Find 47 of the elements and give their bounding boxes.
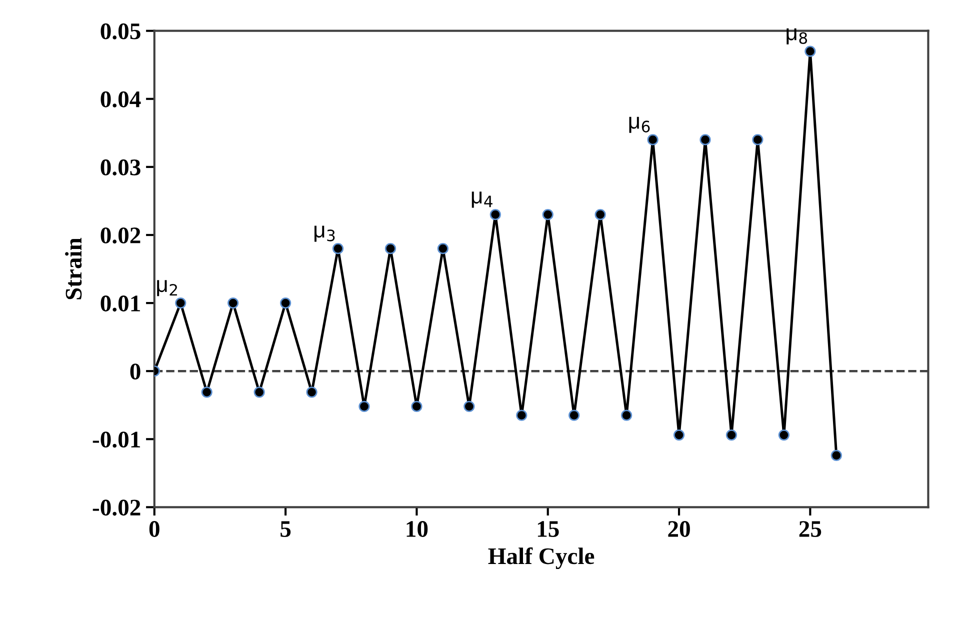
point bbox=[280, 297, 292, 309]
y-tick-label: 0 bbox=[130, 364, 140, 380]
y-tick-label: -0.01 bbox=[92, 432, 140, 448]
point bbox=[490, 209, 501, 220]
annotation: μ$_{2}$ bbox=[157, 280, 177, 296]
y-tick-label: 0.03 bbox=[100, 159, 140, 176]
point bbox=[594, 209, 606, 220]
y-tick-label: -0.02 bbox=[92, 500, 140, 516]
annotation: μ$_{4}$ bbox=[472, 192, 492, 208]
point bbox=[437, 243, 448, 254]
annotation: μ$_{3}$ bbox=[314, 226, 335, 242]
x-tick-label: 10 bbox=[406, 521, 428, 537]
x-tick-label: 20 bbox=[668, 521, 690, 537]
y-tick-label: 0.01 bbox=[100, 296, 140, 312]
y-tick-label: 0.05 bbox=[100, 23, 140, 40]
point bbox=[464, 400, 475, 412]
annotation: μ$_{6}$ bbox=[629, 116, 650, 133]
point bbox=[542, 209, 554, 220]
point bbox=[673, 429, 685, 441]
point bbox=[358, 400, 370, 412]
point bbox=[384, 243, 396, 254]
annotation: μ$_{8}$ bbox=[786, 28, 808, 44]
point bbox=[700, 134, 711, 146]
point bbox=[804, 46, 816, 57]
point bbox=[726, 429, 738, 441]
point bbox=[254, 386, 265, 398]
point bbox=[228, 297, 239, 309]
point bbox=[175, 297, 186, 309]
point bbox=[752, 134, 764, 146]
point bbox=[830, 450, 842, 462]
point bbox=[332, 243, 344, 254]
point bbox=[621, 410, 632, 421]
x-tick-label: 15 bbox=[538, 521, 559, 537]
point bbox=[647, 134, 658, 146]
x-tick-label: 5 bbox=[280, 521, 291, 537]
y-tick-label: 0.04 bbox=[100, 91, 141, 108]
point bbox=[516, 410, 528, 421]
point bbox=[201, 386, 212, 398]
x-axis-title: Half Cycle bbox=[488, 547, 594, 570]
point bbox=[778, 429, 790, 441]
point bbox=[411, 400, 422, 412]
y-axis-title: Strain bbox=[65, 238, 82, 300]
x-tick-label: 25 bbox=[799, 521, 822, 537]
y-tick-label: 0.02 bbox=[100, 227, 140, 244]
point bbox=[306, 386, 318, 398]
x-tick-label: 0 bbox=[149, 521, 160, 537]
point bbox=[568, 410, 580, 421]
